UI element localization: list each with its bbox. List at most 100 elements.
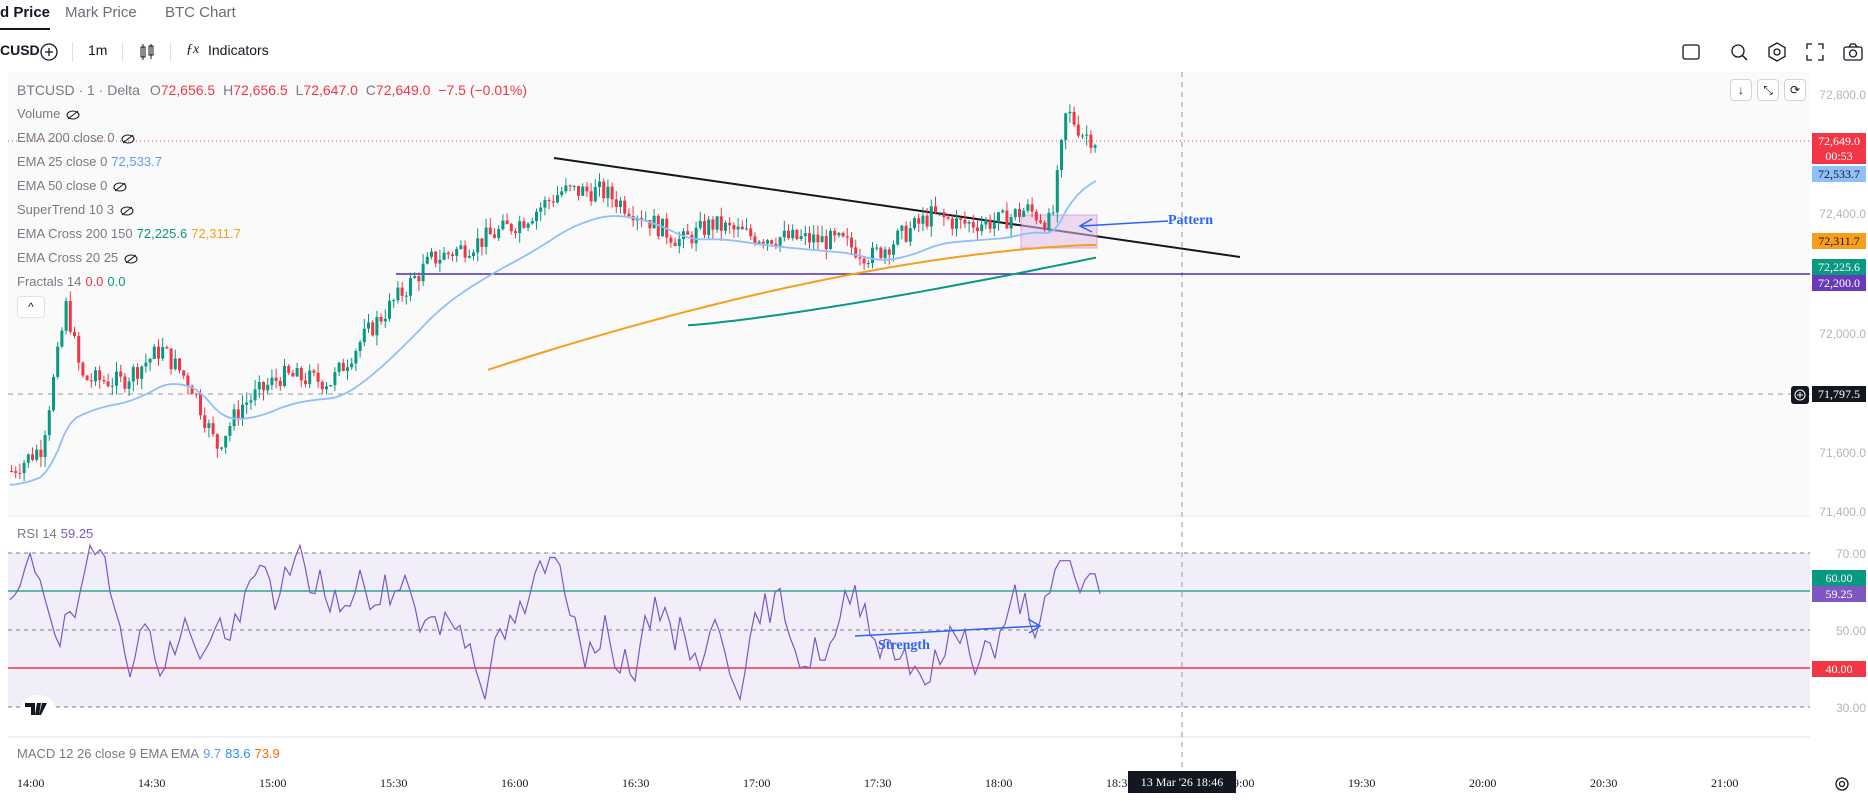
candle-body: [144, 362, 148, 367]
pattern-arrow[interactable]: [1081, 220, 1169, 227]
tab-last-price[interactable]: d Price: [0, 4, 51, 30]
fx-icon[interactable]: ƒx: [186, 42, 200, 57]
pattern-annotation[interactable]: Pattern: [1168, 213, 1214, 228]
strength-annotation[interactable]: Strength: [878, 638, 930, 653]
candle-body: [266, 384, 270, 391]
quick-search-icon[interactable]: [1728, 41, 1750, 63]
hidden-eye-icon[interactable]: [124, 254, 138, 264]
candle-body: [190, 385, 194, 394]
candle-body: [329, 385, 333, 387]
legend-ema200[interactable]: EMA 200 close 0: [17, 130, 135, 145]
tradingview-logo[interactable]: [21, 695, 55, 723]
legend-ema-cross[interactable]: EMA Cross 200 150 72,225.6 72,311.7: [17, 226, 241, 241]
strength-arrow[interactable]: [854, 625, 1039, 637]
line-price-label: 72,200.0: [1812, 275, 1866, 291]
fullscreen-icon[interactable]: [1804, 41, 1826, 63]
legend-ema-cross-2[interactable]: EMA Cross 20 25: [17, 250, 138, 265]
hidden-eye-icon[interactable]: [113, 182, 127, 192]
candle-body: [976, 227, 979, 232]
hidden-eye-icon[interactable]: [66, 110, 80, 120]
collapse-pane-button[interactable]: ⤡: [1757, 79, 1779, 101]
candle-body: [417, 276, 421, 282]
candle-body: [1047, 212, 1051, 230]
candle-body: [64, 301, 68, 331]
candle-body: [119, 371, 123, 377]
cursor-time-label: 13 Mar '26 18:46: [1128, 771, 1236, 793]
legend-ema25[interactable]: EMA 25 close 0 72,533.7: [17, 154, 162, 169]
move-down-button[interactable]: ↓: [1730, 79, 1752, 101]
candle-body: [438, 259, 442, 264]
indicators-button[interactable]: Indicators: [208, 42, 269, 58]
ema25-price-label: 72,533.7: [1812, 166, 1866, 182]
candle-body: [14, 471, 18, 473]
candle-body: [820, 236, 824, 243]
legend-rsi[interactable]: RSI 14 59.25: [17, 526, 94, 541]
interval-button[interactable]: 1m: [88, 42, 108, 58]
candle-body: [169, 348, 173, 370]
collapse-legend-button[interactable]: ^: [17, 296, 45, 318]
strength-arrowhead: [1027, 618, 1042, 634]
candle-body: [501, 220, 505, 230]
candle-body: [514, 231, 517, 234]
candle-body: [1013, 209, 1017, 218]
candle-body: [732, 225, 736, 230]
ohlc-open-label: O: [149, 82, 161, 98]
candle-body: [871, 247, 874, 264]
rsi-line: [9, 543, 1101, 702]
candle-body: [614, 199, 618, 207]
candle-body: [110, 385, 114, 387]
camera-icon[interactable]: [1842, 41, 1864, 63]
candle-body: [980, 224, 984, 232]
add-symbol-icon[interactable]: [38, 41, 60, 63]
candle-body: [749, 228, 753, 237]
candle-body: [1001, 210, 1005, 213]
candle-body: [610, 186, 614, 200]
candle-body: [577, 185, 580, 196]
candle-body: [1039, 220, 1042, 223]
price-tick: 71,600.0: [1819, 446, 1866, 460]
legend-macd[interactable]: MACD 12 26 close 9 EMA EMA 9.7 83.6 73.9: [17, 746, 280, 761]
candles-icon[interactable]: [136, 41, 158, 63]
layout-icon[interactable]: [1680, 41, 1702, 63]
ema-cross-orange-line: [487, 243, 1097, 371]
symbol-search[interactable]: CUSD: [0, 42, 40, 58]
add-alert-icon[interactable]: [1791, 386, 1809, 404]
refresh-pane-button[interactable]: ⟳: [1784, 79, 1806, 101]
tab-btc-chart[interactable]: BTC Chart: [165, 4, 236, 21]
hidden-eye-icon[interactable]: [120, 206, 134, 216]
candle-body: [1009, 217, 1013, 229]
candle-body: [354, 351, 358, 364]
candle-body: [421, 263, 425, 282]
hidden-eye-icon[interactable]: [121, 134, 135, 144]
settings-icon[interactable]: [1766, 41, 1788, 63]
candle-body: [698, 220, 702, 228]
tab-mark-price[interactable]: Mark Price: [65, 4, 137, 21]
legend-volume[interactable]: Volume: [17, 106, 80, 121]
axis-settings-icon[interactable]: [1834, 776, 1850, 792]
candle-body: [1085, 134, 1089, 136]
candle-body: [602, 181, 606, 199]
candle-body: [761, 241, 765, 244]
candle-body: [451, 254, 454, 256]
candle-body: [304, 380, 307, 385]
trend-line[interactable]: [553, 157, 1241, 258]
legend-supertrend[interactable]: SuperTrend 10 3: [17, 202, 134, 217]
candle-body: [446, 252, 450, 255]
candle-body: [136, 367, 139, 379]
candle-body: [270, 377, 274, 385]
pattern-rectangle[interactable]: [1020, 214, 1098, 249]
candle-body: [568, 185, 572, 187]
candle-body: [736, 226, 740, 230]
candle-body: [1055, 170, 1059, 213]
candle-body: [988, 219, 992, 229]
legend-fractals[interactable]: Fractals 14 0.0 0.0: [17, 274, 126, 289]
candle-body: [262, 382, 265, 391]
candle-body: [1030, 204, 1034, 212]
legend-ema50[interactable]: EMA 50 close 0: [17, 178, 127, 193]
candle-body: [862, 258, 866, 264]
orange-price-label: 72,311.7: [1812, 233, 1866, 249]
candle-body: [518, 221, 522, 234]
legend-symbol[interactable]: BTCUSD · 1 · Delta: [17, 82, 140, 98]
candle-body: [140, 366, 144, 379]
